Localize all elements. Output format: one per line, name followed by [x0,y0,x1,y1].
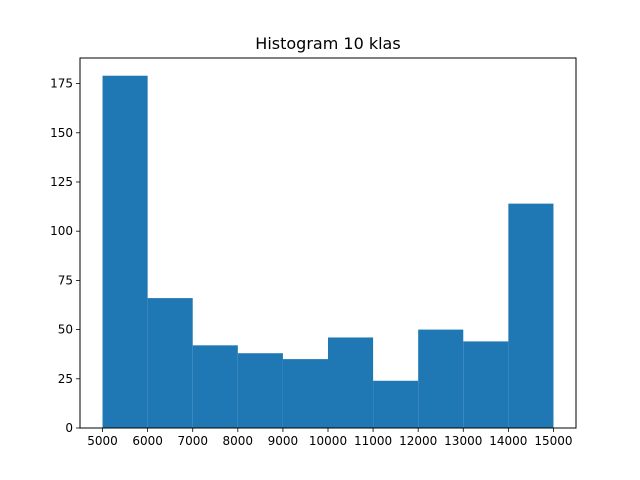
histogram-bar [508,203,554,428]
y-tick-label: 50 [58,323,73,337]
y-axis: 0 25 50 75 100 125 150 175 [50,77,80,435]
y-tick-label: 150 [50,126,73,140]
x-tick-label: 10000 [309,434,347,448]
x-tick-label: 7000 [177,434,208,448]
plot-frame [79,57,577,429]
x-tick-label: 13000 [444,434,482,448]
x-tick-label: 5000 [87,434,118,448]
x-tick-label: 15000 [534,434,572,448]
histogram-bar [147,298,193,428]
histogram-bar [328,337,374,428]
y-tick-label: 100 [50,224,73,238]
bars-group [102,75,554,428]
y-tick-label: 75 [58,273,73,287]
histogram-bar [102,75,148,428]
histogram-bar [463,341,509,428]
histogram-bar [282,359,328,428]
x-axis: 5000 6000 7000 8000 9000 10000 11000 12000 13000… [87,428,573,448]
x-tick-label: 8000 [223,434,254,448]
x-tick-label: 9000 [268,434,299,448]
x-tick-label: 11000 [354,434,392,448]
y-tick-label: 125 [50,175,73,189]
chart-title: Histogram 10 klas [255,34,400,53]
y-tick-label: 25 [58,372,73,386]
y-tick-label: 0 [65,421,73,435]
x-tick-label: 12000 [399,434,437,448]
x-tick-label: 6000 [132,434,163,448]
histogram-bar [373,380,419,428]
histogram-bar [237,353,283,428]
x-tick-label: 14000 [489,434,527,448]
histogram-bar [192,345,238,428]
y-tick-label: 175 [50,77,73,91]
histogram-bar [418,329,464,428]
